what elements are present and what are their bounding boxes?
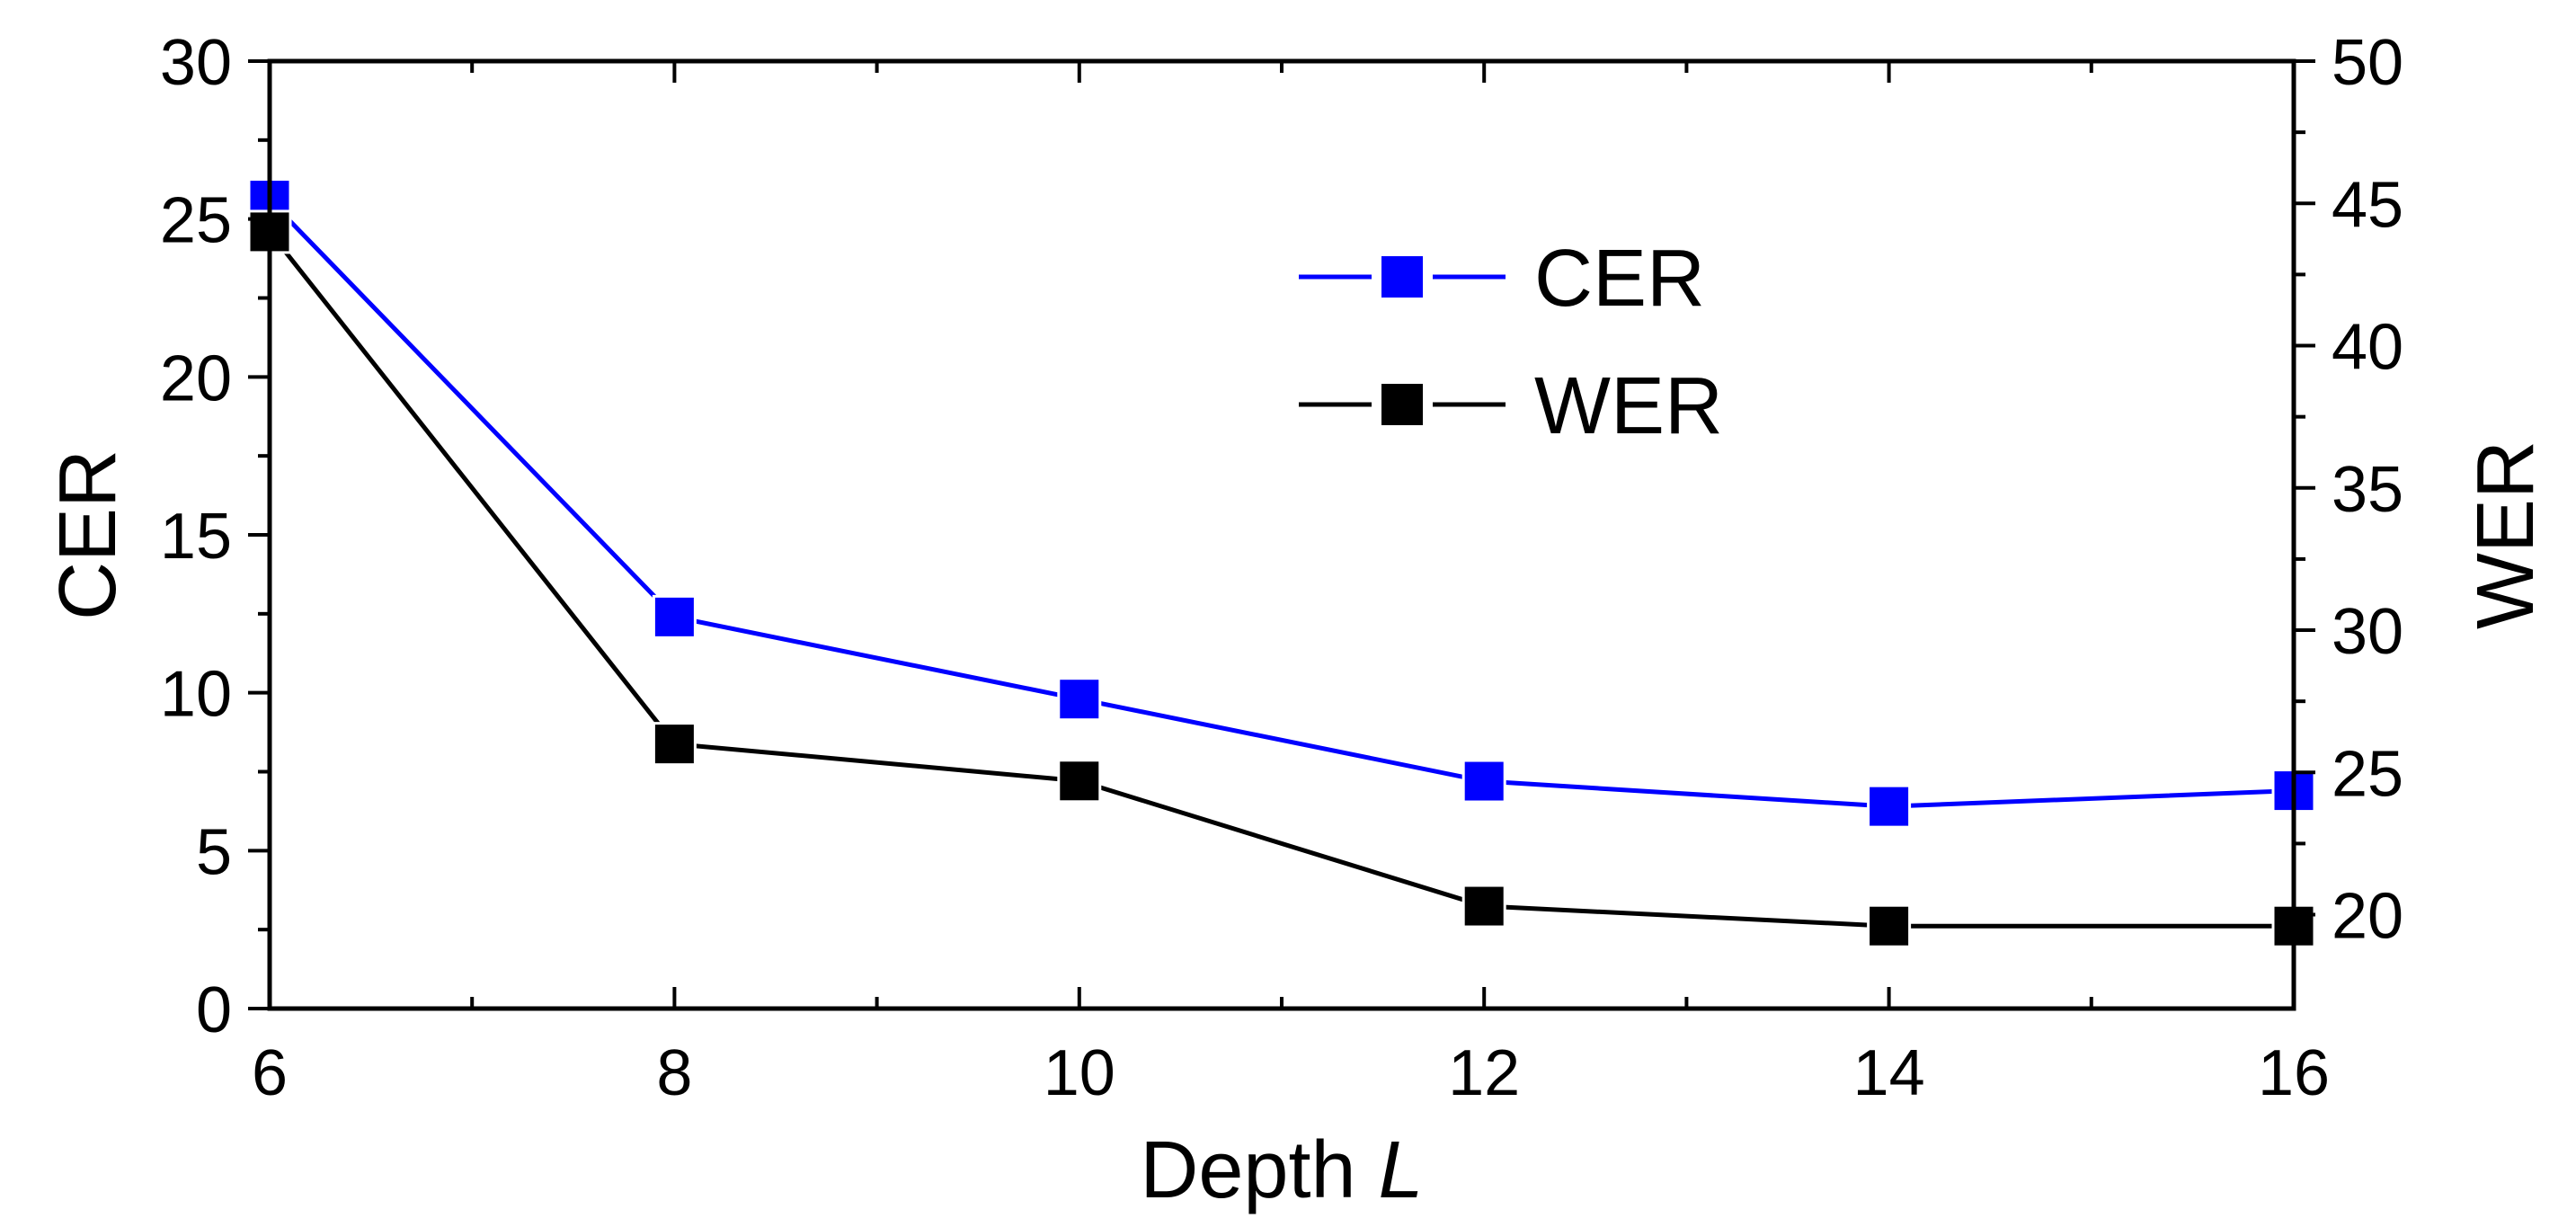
y2-tick-label: 20 [2332,881,2403,953]
x-tick-label: 8 [656,1037,692,1109]
plot-area [247,178,2316,948]
y-axis-label: CER [43,449,133,620]
x-axis-label-var: L [1379,1125,1424,1215]
x-tick-label: 14 [1853,1037,1925,1109]
y-tick-label: 25 [160,185,232,257]
data-point-wer [1461,884,1506,929]
x-tick-label: 12 [1448,1037,1520,1109]
series-line-wer [268,230,2294,929]
x-tick-label: 10 [1044,1037,1115,1109]
legend-label-wer: WER [1534,361,1723,451]
data-point-wer [652,722,697,767]
y-tick-label: 15 [160,501,232,573]
legend-marker-wer [1381,384,1423,425]
y2-tick-label: 30 [2332,596,2403,668]
y-tick-label: 10 [160,659,232,731]
axes: 6 8 10 12 14 16 0 5 10 15 20 25 30 20 25 30 35 40 45 50 Dept… [43,27,2551,1215]
data-point-cer [1867,784,1912,829]
legend-label-cer: CER [1534,234,1705,324]
x-tick-label: 16 [2258,1037,2330,1109]
plot-frame [267,58,2296,1011]
y2-tick-label: 35 [2332,454,2403,526]
y-tick-label: 20 [160,342,232,414]
data-point-cer [1461,759,1506,804]
y-tick-label: 5 [196,816,232,888]
y-tick-label: 0 [196,974,232,1046]
series-line-cer [268,198,2295,809]
y2-tick-label: 25 [2332,738,2403,810]
legend: CER WER [1299,234,1723,451]
y2-tick-label: 50 [2332,27,2403,99]
y2-axis-label: WER [2461,440,2551,629]
data-point-wer [1057,759,1102,804]
y-tick-label: 30 [160,27,232,99]
data-point-cer [652,594,697,639]
data-point-cer [1057,677,1102,722]
x-tick-label: 6 [252,1037,288,1109]
legend-marker-cer [1381,256,1423,298]
x-axis-label-text: Depth [1140,1125,1378,1215]
y2-tick-label: 40 [2332,312,2403,384]
y2-tick-label: 45 [2332,169,2403,241]
x-axis-label: Depth L [1140,1125,1423,1215]
data-point-wer [1867,903,1912,948]
